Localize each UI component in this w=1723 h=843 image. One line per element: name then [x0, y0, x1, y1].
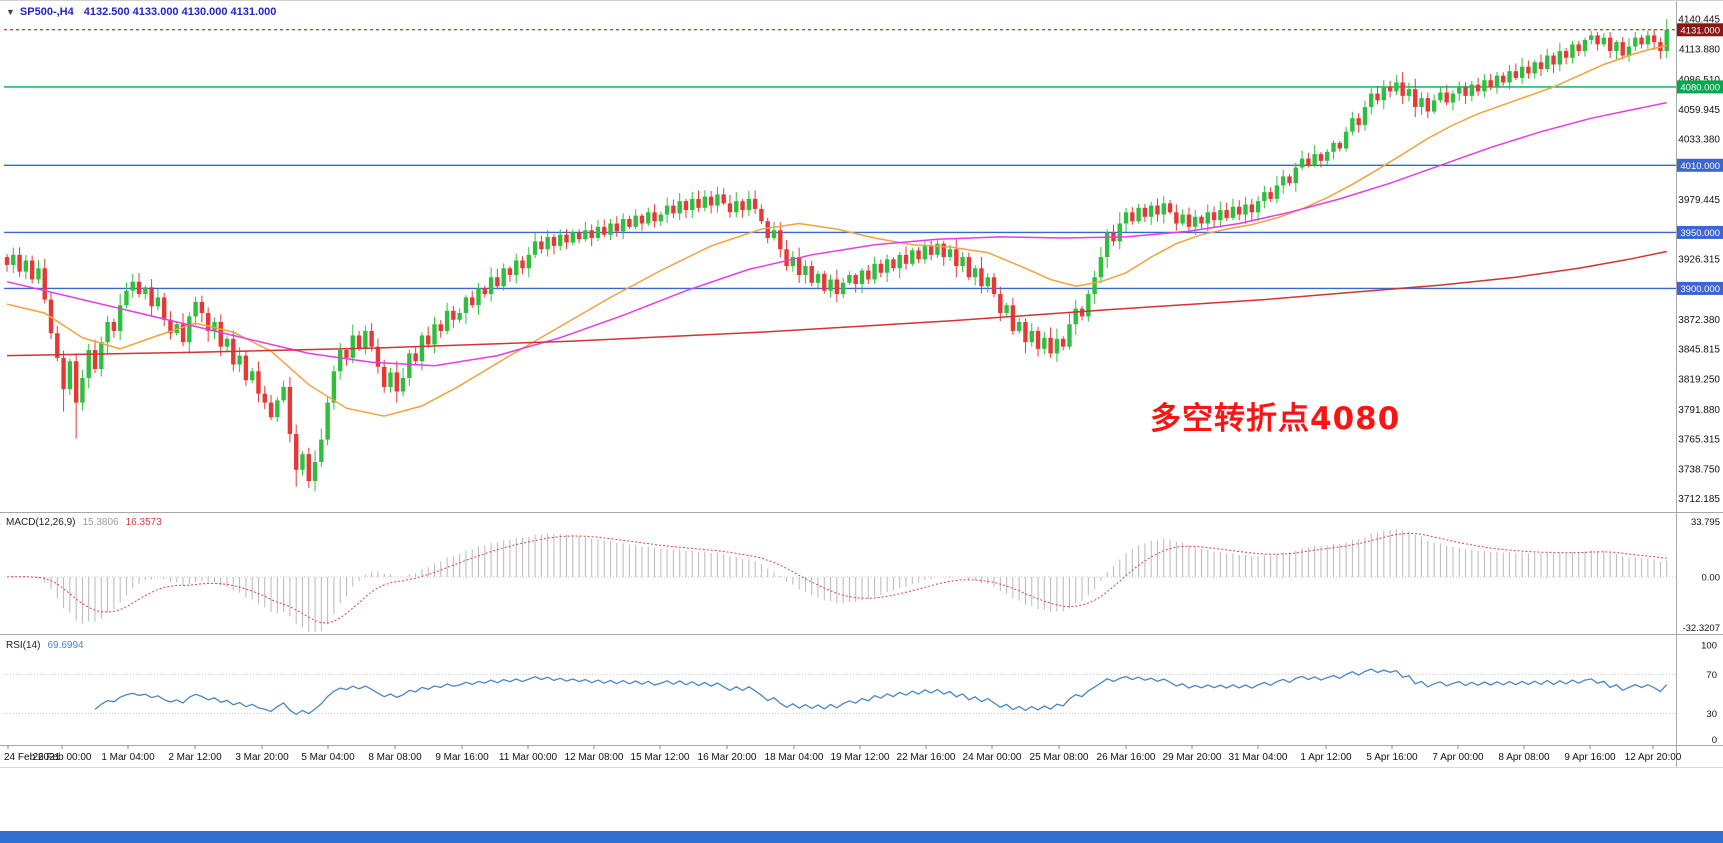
- rsi-value: 69.6994: [47, 640, 83, 651]
- svg-text:4010.000: 4010.000: [1680, 161, 1720, 172]
- svg-text:24 Mar 00:00: 24 Mar 00:00: [963, 752, 1022, 763]
- svg-text:8 Apr 08:00: 8 Apr 08:00: [1498, 752, 1550, 763]
- svg-text:9 Mar 16:00: 9 Mar 16:00: [435, 752, 489, 763]
- svg-text:33.795: 33.795: [1691, 517, 1720, 528]
- ma-fast-orange: [7, 46, 1667, 417]
- svg-text:26 Feb 00:00: 26 Feb 00:00: [33, 752, 92, 763]
- svg-text:31 Mar 04:00: 31 Mar 04:00: [1229, 752, 1288, 763]
- rsi-indicator-label: RSI(14) 69.6994: [6, 640, 84, 651]
- svg-text:-32.3207: -32.3207: [1682, 623, 1720, 634]
- svg-text:5 Apr 16:00: 5 Apr 16:00: [1366, 752, 1418, 763]
- macd-signal-value: 16.3573: [126, 517, 162, 528]
- taskbar-strip: [0, 831, 1723, 843]
- svg-text:5 Mar 04:00: 5 Mar 04:00: [301, 752, 355, 763]
- ma-slow-red: [7, 252, 1667, 356]
- svg-text:3926.315: 3926.315: [1678, 254, 1720, 265]
- price-axis: 4140.4454113.8804086.5104059.9454033.380…: [1677, 1, 1723, 768]
- chart-text-annotation: 多空转折点4080: [1150, 393, 1400, 438]
- svg-text:4059.945: 4059.945: [1678, 105, 1720, 116]
- svg-text:3872.380: 3872.380: [1678, 315, 1720, 326]
- macd-main-value: 15.3806: [82, 517, 118, 528]
- svg-text:3819.250: 3819.250: [1678, 374, 1720, 385]
- svg-text:3712.185: 3712.185: [1678, 494, 1720, 505]
- svg-text:2 Mar 12:00: 2 Mar 12:00: [168, 752, 222, 763]
- svg-text:9 Apr 16:00: 9 Apr 16:00: [1564, 752, 1616, 763]
- svg-text:30: 30: [1706, 709, 1717, 720]
- ma-mid-magenta: [7, 103, 1667, 366]
- svg-text:12 Apr 20:00: 12 Apr 20:00: [1625, 752, 1682, 763]
- svg-text:29 Mar 20:00: 29 Mar 20:00: [1163, 752, 1222, 763]
- svg-text:3900.000: 3900.000: [1680, 284, 1720, 295]
- svg-text:3979.445: 3979.445: [1678, 195, 1720, 206]
- svg-text:11 Mar 00:00: 11 Mar 00:00: [499, 752, 558, 763]
- chart-header: ▼ SP500-,H4 4132.500 4133.000 4130.000 413…: [6, 6, 276, 18]
- svg-text:70: 70: [1706, 670, 1717, 681]
- candlesticks: [5, 19, 1669, 491]
- ohlc-values: 4132.500 4133.000 4130.000 4131.000: [84, 6, 277, 18]
- svg-text:4113.880: 4113.880: [1679, 44, 1720, 55]
- svg-text:22 Mar 16:00: 22 Mar 16:00: [897, 752, 956, 763]
- symbol-period-label: SP500-,H4: [20, 6, 74, 18]
- svg-text:19 Mar 12:00: 19 Mar 12:00: [831, 752, 890, 763]
- moving-average-lines: [7, 46, 1667, 417]
- svg-text:26 Mar 16:00: 26 Mar 16:00: [1097, 752, 1156, 763]
- svg-text:3738.750: 3738.750: [1678, 464, 1720, 475]
- svg-text:12 Mar 08:00: 12 Mar 08:00: [565, 752, 624, 763]
- svg-text:3791.880: 3791.880: [1678, 405, 1720, 416]
- svg-text:4080.000: 4080.000: [1680, 82, 1720, 93]
- svg-text:4131.000: 4131.000: [1680, 25, 1720, 36]
- macd-panel: 33.795 0.00 -32.3207: [0, 513, 1723, 635]
- svg-text:100: 100: [1701, 641, 1717, 652]
- svg-text:0: 0: [1712, 735, 1717, 746]
- svg-text:3 Mar 20:00: 3 Mar 20:00: [235, 752, 289, 763]
- rsi-panel: 100 70 30 0: [0, 635, 1723, 747]
- svg-text:1 Apr 12:00: 1 Apr 12:00: [1300, 752, 1352, 763]
- svg-text:4033.380: 4033.380: [1678, 135, 1720, 146]
- svg-text:8 Mar 08:00: 8 Mar 08:00: [368, 752, 422, 763]
- svg-text:18 Mar 04:00: 18 Mar 04:00: [765, 752, 824, 763]
- rsi-name: RSI(14): [6, 640, 40, 651]
- svg-text:16 Mar 20:00: 16 Mar 20:00: [698, 752, 757, 763]
- svg-text:0.00: 0.00: [1702, 573, 1721, 584]
- rsi-line: [95, 669, 1667, 714]
- macd-indicator-label: MACD(12,26,9) 15.3806 16.3573: [6, 517, 162, 528]
- chart-dropdown-icon[interactable]: ▼: [6, 7, 15, 17]
- macd-name: MACD(12,26,9): [6, 517, 75, 528]
- svg-text:3845.815: 3845.815: [1678, 345, 1720, 356]
- svg-text:3950.000: 3950.000: [1680, 228, 1720, 239]
- svg-text:7 Apr 00:00: 7 Apr 00:00: [1432, 752, 1484, 763]
- svg-text:1 Mar 04:00: 1 Mar 04:00: [101, 752, 155, 763]
- svg-text:25 Mar 08:00: 25 Mar 08:00: [1030, 752, 1089, 763]
- svg-text:15 Mar 12:00: 15 Mar 12:00: [631, 752, 690, 763]
- svg-text:3765.315: 3765.315: [1678, 435, 1720, 446]
